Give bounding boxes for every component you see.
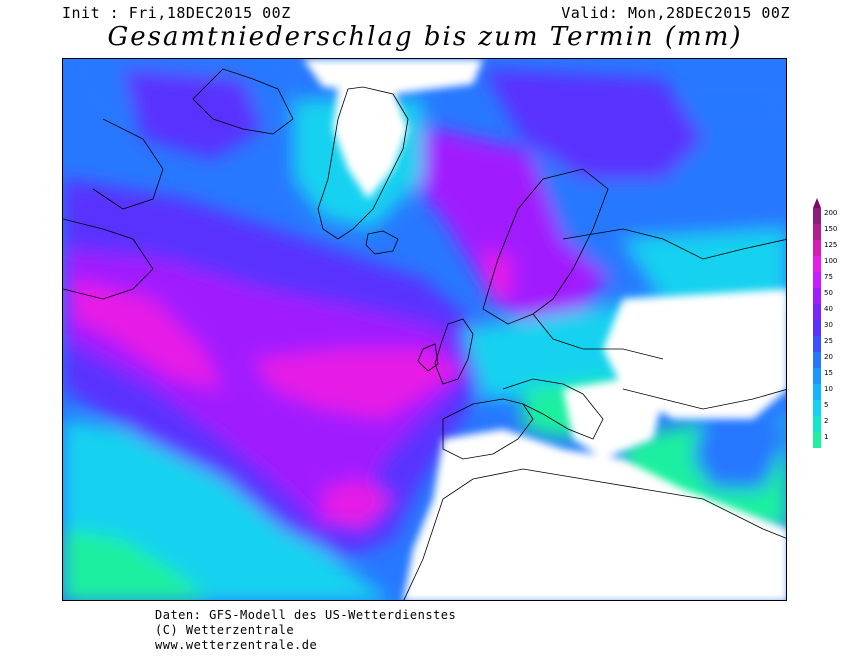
russia-border — [562, 228, 786, 260]
field-magenta-south — [323, 479, 393, 529]
legend-swatch — [813, 400, 821, 416]
ireland-coast — [417, 343, 439, 372]
legend-swatch — [813, 336, 821, 352]
legend-label: 100 — [824, 257, 838, 265]
europe-border — [532, 313, 664, 360]
baffin-coast — [192, 68, 294, 135]
legend-label: 5 — [824, 401, 829, 409]
field-magenta-central — [253, 349, 463, 419]
legend-label: 50 — [824, 289, 833, 297]
legend-label: 1 — [824, 433, 829, 441]
field-blue-eastmed — [693, 399, 786, 489]
footer-data-source: Daten: GFS-Modell des US-Wetterdienstes — [155, 608, 457, 622]
valid-time: Valid: Mon,28DEC2015 00Z — [561, 4, 790, 22]
legend-label: 20 — [824, 353, 833, 361]
iberia-coast — [442, 398, 534, 460]
legend-label: 30 — [824, 321, 833, 329]
dry-north-africa — [403, 429, 786, 600]
france-italy-coast — [502, 378, 604, 440]
legend-arrow — [813, 198, 821, 208]
legend-swatch — [813, 272, 821, 288]
footer: Daten: GFS-Modell des US-Wetterdienstes … — [155, 608, 456, 653]
legend-label: 15 — [824, 369, 833, 377]
field-indigo-labrador — [123, 69, 263, 159]
field-magenta-west — [73, 279, 223, 389]
legend-label: 10 — [824, 385, 833, 393]
legend-swatch — [813, 208, 821, 224]
legend-swatch — [813, 224, 821, 240]
black-sea-coast — [622, 388, 786, 410]
legend-swatch — [813, 416, 821, 432]
legend-swatch — [813, 304, 821, 320]
color-legend: 200 150 125 100 75 50 40 30 25 20 15 10 5 2 1 — [813, 198, 850, 448]
legend-swatch — [813, 256, 821, 272]
legend-swatch — [813, 288, 821, 304]
legend-label: 40 — [824, 305, 833, 313]
footer-website: www.wetterzentrale.de — [155, 638, 318, 652]
africa-coast — [403, 468, 786, 600]
hudson-coast — [92, 118, 164, 210]
britain-coast — [434, 318, 474, 385]
legend-bar — [813, 208, 821, 448]
legend-label: 125 — [824, 241, 838, 249]
field-violet-north — [393, 119, 623, 329]
legend-swatch — [813, 432, 821, 448]
map-title: Gesamtniederschlag bis zum Termin (mm) — [107, 22, 743, 52]
legend-label: 75 — [824, 273, 833, 281]
legend-label: 2 — [824, 417, 829, 425]
iceland-coast — [365, 230, 399, 255]
field-magenta-norway — [483, 249, 513, 304]
footer-copyright: (C) Wetterzentrale — [155, 623, 295, 637]
precipitation-map — [62, 58, 787, 601]
greenland-coast — [317, 86, 409, 240]
dry-balkans — [563, 379, 663, 459]
scandinavia-coast — [482, 168, 609, 325]
legend-swatch — [813, 320, 821, 336]
field-indigo-arctic — [483, 69, 703, 179]
field-light-sw — [63, 529, 211, 600]
dry-arctic — [303, 59, 483, 94]
legend-swatch — [813, 384, 821, 400]
dry-areas — [303, 59, 786, 600]
legend-swatch — [813, 368, 821, 384]
map-canvas — [63, 59, 786, 600]
legend-swatch — [813, 352, 821, 368]
coastlines — [63, 68, 786, 600]
legend-label: 25 — [824, 337, 833, 345]
labrador-coast — [63, 218, 154, 300]
legend-label: 200 — [824, 209, 838, 217]
dry-eastern-europe — [603, 289, 786, 419]
legend-swatch — [813, 240, 821, 256]
legend-label: 150 — [824, 225, 838, 233]
dry-greenland — [333, 87, 408, 199]
init-time: Init : Fri,18DEC2015 00Z — [62, 4, 291, 22]
